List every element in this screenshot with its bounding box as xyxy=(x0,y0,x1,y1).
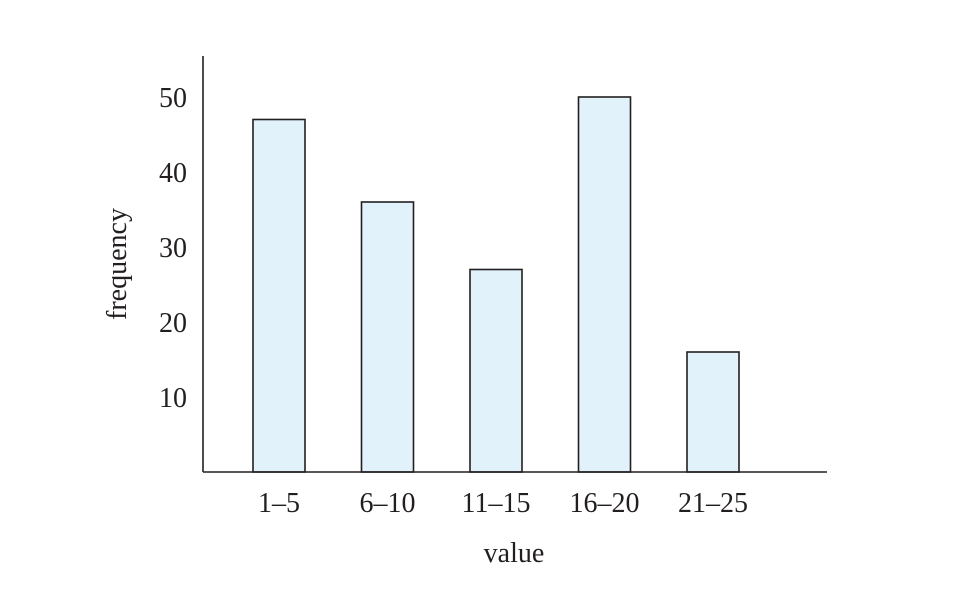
x-tick-label-3: 11–15 xyxy=(462,488,531,519)
bar-1 xyxy=(252,118,306,473)
bar-4 xyxy=(577,96,632,473)
x-tick-label-4: 16–20 xyxy=(570,488,640,519)
y-tick-label-4: 40 xyxy=(159,158,187,189)
y-tick-label-5: 50 xyxy=(159,83,187,114)
x-tick-labels: 1–5 6–10 11–15 16–20 21–25 xyxy=(258,488,748,519)
y-axis-label: frequency xyxy=(102,208,133,320)
x-tick-label-2: 6–10 xyxy=(360,488,416,519)
x-tick-label-1: 1–5 xyxy=(258,488,300,519)
x-axis-label: value xyxy=(484,538,545,569)
bar-3 xyxy=(469,268,523,473)
y-tick-label-3: 30 xyxy=(159,233,187,264)
bars-group xyxy=(252,96,740,473)
y-tick-labels: 10 20 30 40 50 xyxy=(159,83,187,414)
y-tick-label-1: 10 xyxy=(159,383,187,414)
bar-2 xyxy=(360,201,415,473)
x-tick-label-5: 21–25 xyxy=(678,488,748,519)
bar-5 xyxy=(686,351,740,473)
y-tick-label-2: 20 xyxy=(159,308,187,339)
axes-group xyxy=(202,56,827,473)
